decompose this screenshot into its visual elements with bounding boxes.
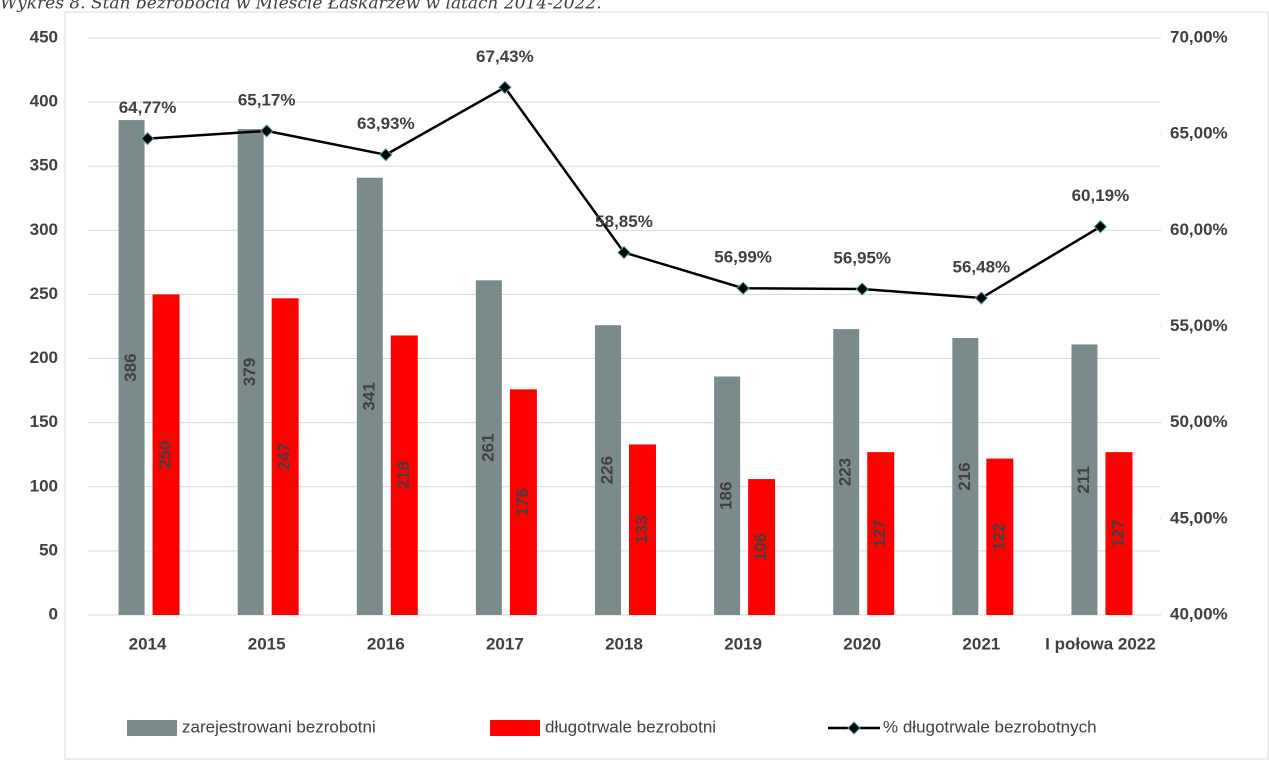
line-marker [617,245,631,260]
bar [714,376,741,615]
bar-value-label: 127 [870,519,889,547]
bar-value-label: 186 [717,482,736,510]
bar-value-label: 386 [121,353,140,381]
chart-border [64,11,1269,760]
bar-value-label: 250 [156,441,175,469]
y2-tick-label: 45,00% [1170,508,1228,527]
line-marker [974,291,989,305]
bar-value-label: 122 [989,523,1008,551]
bar [271,298,299,615]
bar [152,294,180,615]
y-tick-label: 100 [30,476,58,495]
legend-marker [847,721,861,735]
y2-tick-label: 55,00% [1170,316,1228,335]
bar-value-label: 133 [632,516,651,544]
legend-swatch [490,720,540,736]
y2-tick-label: 70,00% [1170,27,1228,46]
bar-value-label: 247 [275,442,294,470]
y2-tick-label: 40,00% [1170,604,1228,623]
bar [509,389,537,615]
bar [595,325,621,615]
bar [1105,452,1133,615]
bar [748,479,776,615]
x-tick-label: 2016 [367,634,405,653]
bar-value-label: 127 [1108,519,1127,547]
chart-title: Wykres 8. Stan bezrobocia w Mieście Łask… [0,0,602,14]
bar [629,444,656,615]
bar [237,129,264,615]
legend-swatch [127,720,177,736]
bar [867,452,895,615]
y-tick-label: 250 [30,284,58,303]
bar-value-label: 223 [836,458,855,486]
legend-label: długotrwale bezrobotni [545,717,716,736]
bar-value-label: 211 [1074,466,1093,493]
y-tick-label: 200 [30,348,58,367]
line-value-label: 56,95% [833,248,891,267]
line-marker [498,80,512,95]
x-tick-label: 2020 [843,634,881,653]
x-tick-label: 2014 [129,634,167,653]
bar [833,329,860,615]
y-tick-label: 400 [30,92,58,111]
line-value-label: 63,93% [357,114,415,133]
line-value-label: 56,99% [714,248,772,267]
bar-value-label: 261 [478,433,497,461]
bar [390,335,418,615]
bar [118,120,145,615]
y-tick-label: 450 [30,27,58,46]
line-marker [736,281,750,295]
bar-value-label: 216 [955,462,974,490]
bar-value-label: 379 [240,358,259,386]
x-tick-label: 2021 [962,634,1000,653]
line-marker [259,124,274,138]
y-tick-label: 0 [49,604,58,623]
bar [356,177,383,616]
line-marker [140,131,155,146]
bar-value-label: 176 [513,488,532,516]
line-value-label: 67,43% [476,47,534,66]
x-tick-label: I połowa 2022 [1045,634,1156,653]
line-value-label: 56,48% [952,258,1010,277]
y2-tick-label: 65,00% [1170,124,1228,143]
line-value-label: 64,77% [119,98,177,117]
y-tick-label: 150 [30,412,58,431]
bar-value-label: 218 [394,461,413,489]
bar-value-label: 106 [751,533,770,561]
x-tick-label: 2019 [724,634,762,653]
x-tick-label: 2015 [248,634,286,653]
bar [1071,344,1098,615]
x-tick-label: 2017 [486,634,524,653]
bar-value-label: 226 [597,456,616,484]
y2-tick-label: 60,00% [1170,220,1228,239]
line-value-label: 58,85% [595,212,653,231]
legend-label: % długotrwale bezrobotnych [883,717,1097,736]
y-tick-label: 50 [39,540,58,559]
line-marker [855,282,869,296]
bar [986,458,1014,615]
bar [475,280,502,615]
y-tick-label: 350 [30,156,58,175]
x-tick-label: 2018 [605,634,643,653]
bar-value-label: 341 [359,382,378,410]
line-value-label: 60,19% [1072,186,1130,205]
bar [952,338,979,615]
legend-label: zarejestrowani bezrobotni [182,717,376,736]
line-marker [379,148,393,162]
line-value-label: 65,17% [238,90,296,109]
y2-tick-label: 50,00% [1170,412,1228,431]
line-marker [1093,219,1108,234]
y-tick-label: 300 [30,220,58,239]
